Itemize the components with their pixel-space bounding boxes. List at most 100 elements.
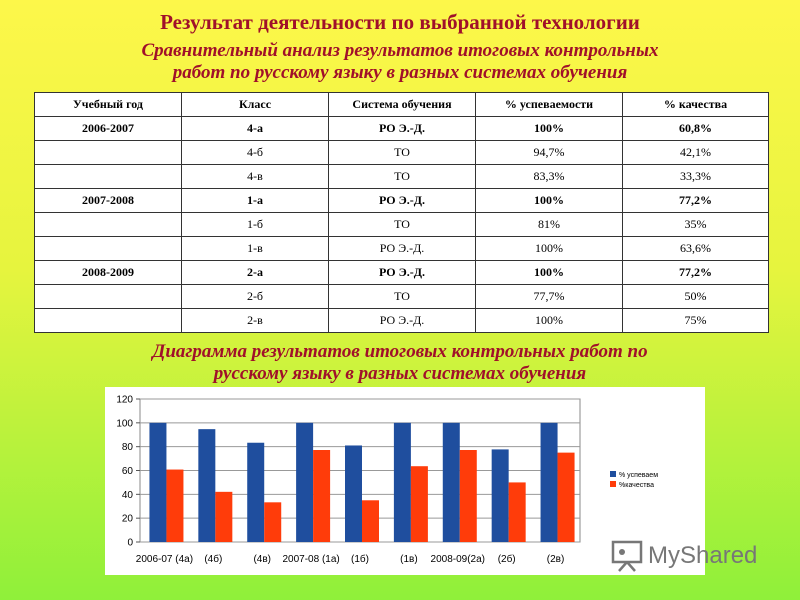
cell-year xyxy=(34,164,182,189)
x-tick-label: (1в) xyxy=(400,554,418,565)
bar-quality xyxy=(264,502,282,542)
legend-swatch xyxy=(610,471,616,477)
subtitle-line-1: Сравнительный анализ результатов итоговы… xyxy=(141,40,659,61)
cell-system: ТО xyxy=(328,140,476,165)
bar-success xyxy=(198,429,216,542)
cell-year xyxy=(34,236,182,261)
table-body: 2006-2007 4-а РО Э.-Д. 100% 60,8% 4-б ТО 94,7% 4… xyxy=(34,116,769,333)
y-tick-label: 40 xyxy=(122,490,134,501)
legend-label: % успеваем xyxy=(619,472,658,479)
table-row: 2006-2007 4-а РО Э.-Д. 100% 60,8% xyxy=(34,116,769,141)
cell-year: 2008-2009 xyxy=(34,260,182,285)
x-tick-label: (2б) xyxy=(498,553,516,565)
cell-class: 4-б xyxy=(181,140,329,165)
cell-success: 81% xyxy=(475,212,623,237)
bar-success xyxy=(247,442,265,542)
header-year: Учебный год xyxy=(34,92,182,117)
bar-quality xyxy=(557,452,575,542)
chart-title: Диаграмма результатов итоговых контрольн… xyxy=(0,341,800,385)
cell-quality: 75% xyxy=(622,308,769,333)
cell-year: 2006-2007 xyxy=(34,116,182,141)
bar-quality xyxy=(166,469,184,542)
cell-year xyxy=(34,212,182,237)
table-row: 2-в РО Э.-Д. 100% 75% xyxy=(34,308,769,333)
results-bar-chart: 0 20 40 60 80 100 120 2006-07 (4а) (4б) (4в) 2007-… xyxy=(105,387,705,575)
cell-quality: 77,2% xyxy=(622,188,769,213)
cell-class: 1-б xyxy=(181,212,329,237)
table-row: 4-б ТО 94,7% 42,1% xyxy=(34,140,769,165)
cell-class: 4-а xyxy=(181,116,329,141)
logo-text: MyShared xyxy=(648,542,758,569)
y-tick-label: 120 xyxy=(116,395,133,406)
cell-success: 100% xyxy=(475,188,623,213)
table-row: 4-в ТО 83,3% 33,3% xyxy=(34,164,769,189)
cell-system: ТО xyxy=(328,284,476,309)
y-tick-label: 60 xyxy=(122,466,134,477)
cell-quality: 33,3% xyxy=(622,164,769,189)
table-row: 2008-2009 2-а РО Э.-Д. 100% 77,2% xyxy=(34,260,769,285)
subtitle-line-2: работ по русскому языку в разных система… xyxy=(172,62,628,83)
cell-success: 100% xyxy=(475,308,623,333)
bar-success xyxy=(345,445,362,542)
cell-class: 1-в xyxy=(181,236,329,261)
cell-system: ТО xyxy=(328,164,476,189)
chart-title-line-1: Диаграмма результатов итоговых контрольн… xyxy=(152,341,648,362)
cell-system: РО Э.-Д. xyxy=(328,116,476,141)
x-tick-label: 2006-07 (4а) xyxy=(136,554,193,565)
table-row: 2007-2008 1-а РО Э.-Д. 100% 77,2% xyxy=(34,188,769,213)
cell-success: 100% xyxy=(475,116,623,141)
cell-year: 2007-2008 xyxy=(34,188,182,213)
table-row: 1-в РО Э.-Д. 100% 63,6% xyxy=(34,236,769,261)
cell-success: 83,3% xyxy=(475,164,623,189)
cell-quality: 50% xyxy=(622,284,769,309)
bar-success xyxy=(491,449,509,542)
bar-success xyxy=(393,422,411,542)
x-tick-label: (4б) xyxy=(204,553,222,565)
cell-system: РО Э.-Д. xyxy=(328,308,476,333)
table-row: 2-б ТО 77,7% 50% xyxy=(34,284,769,309)
cell-quality: 42,1% xyxy=(622,140,769,165)
logo: MyShared xyxy=(610,538,757,574)
chart-title-line-2: русскому языку в разных системах обучени… xyxy=(213,363,587,384)
cell-success: 100% xyxy=(475,260,623,285)
cell-year xyxy=(34,140,182,165)
cell-system: РО Э.-Д. xyxy=(328,188,476,213)
bar-quality xyxy=(215,491,233,542)
cell-success: 100% xyxy=(475,236,623,261)
cell-success: 94,7% xyxy=(475,140,623,165)
x-tick-label: 2007-08 (1а) xyxy=(282,554,339,565)
header-quality: % качества xyxy=(622,92,769,117)
cell-system: РО Э.-Д. xyxy=(328,260,476,285)
cell-system: ТО xyxy=(328,212,476,237)
x-tick-label: (1б) xyxy=(351,553,369,565)
cell-quality: 60,8% xyxy=(622,116,769,141)
cell-quality: 35% xyxy=(622,212,769,237)
x-tick-label: (2в) xyxy=(547,554,565,565)
cell-year xyxy=(34,284,182,309)
y-tick-label: 80 xyxy=(122,442,134,453)
header-class: Класс xyxy=(181,92,329,117)
legend-label: %качества xyxy=(619,482,654,489)
cell-success: 77,7% xyxy=(475,284,623,309)
bar-success xyxy=(442,422,460,542)
bar-quality xyxy=(362,500,379,542)
header-system: Система обучения xyxy=(328,92,476,117)
table-row: 1-б ТО 81% 35% xyxy=(34,212,769,237)
cell-system: РО Э.-Д. xyxy=(328,236,476,261)
cell-quality: 77,2% xyxy=(622,260,769,285)
cell-class: 2-в xyxy=(181,308,329,333)
bar-quality xyxy=(459,450,477,542)
cell-class: 2-а xyxy=(181,260,329,285)
y-tick-label: 100 xyxy=(116,418,133,429)
legend-swatch xyxy=(610,481,616,487)
presentation-board-icon xyxy=(611,540,643,572)
x-tick-label: (4в) xyxy=(253,554,271,565)
bar-success xyxy=(149,422,167,542)
cell-quality: 63,6% xyxy=(622,236,769,261)
bar-quality xyxy=(313,450,331,542)
results-table: Учебный год Класс Система обучения % усп… xyxy=(34,92,769,333)
cell-class: 1-а xyxy=(181,188,329,213)
bar-quality xyxy=(508,482,526,542)
bar-success xyxy=(296,422,314,542)
bar-success xyxy=(540,422,558,542)
